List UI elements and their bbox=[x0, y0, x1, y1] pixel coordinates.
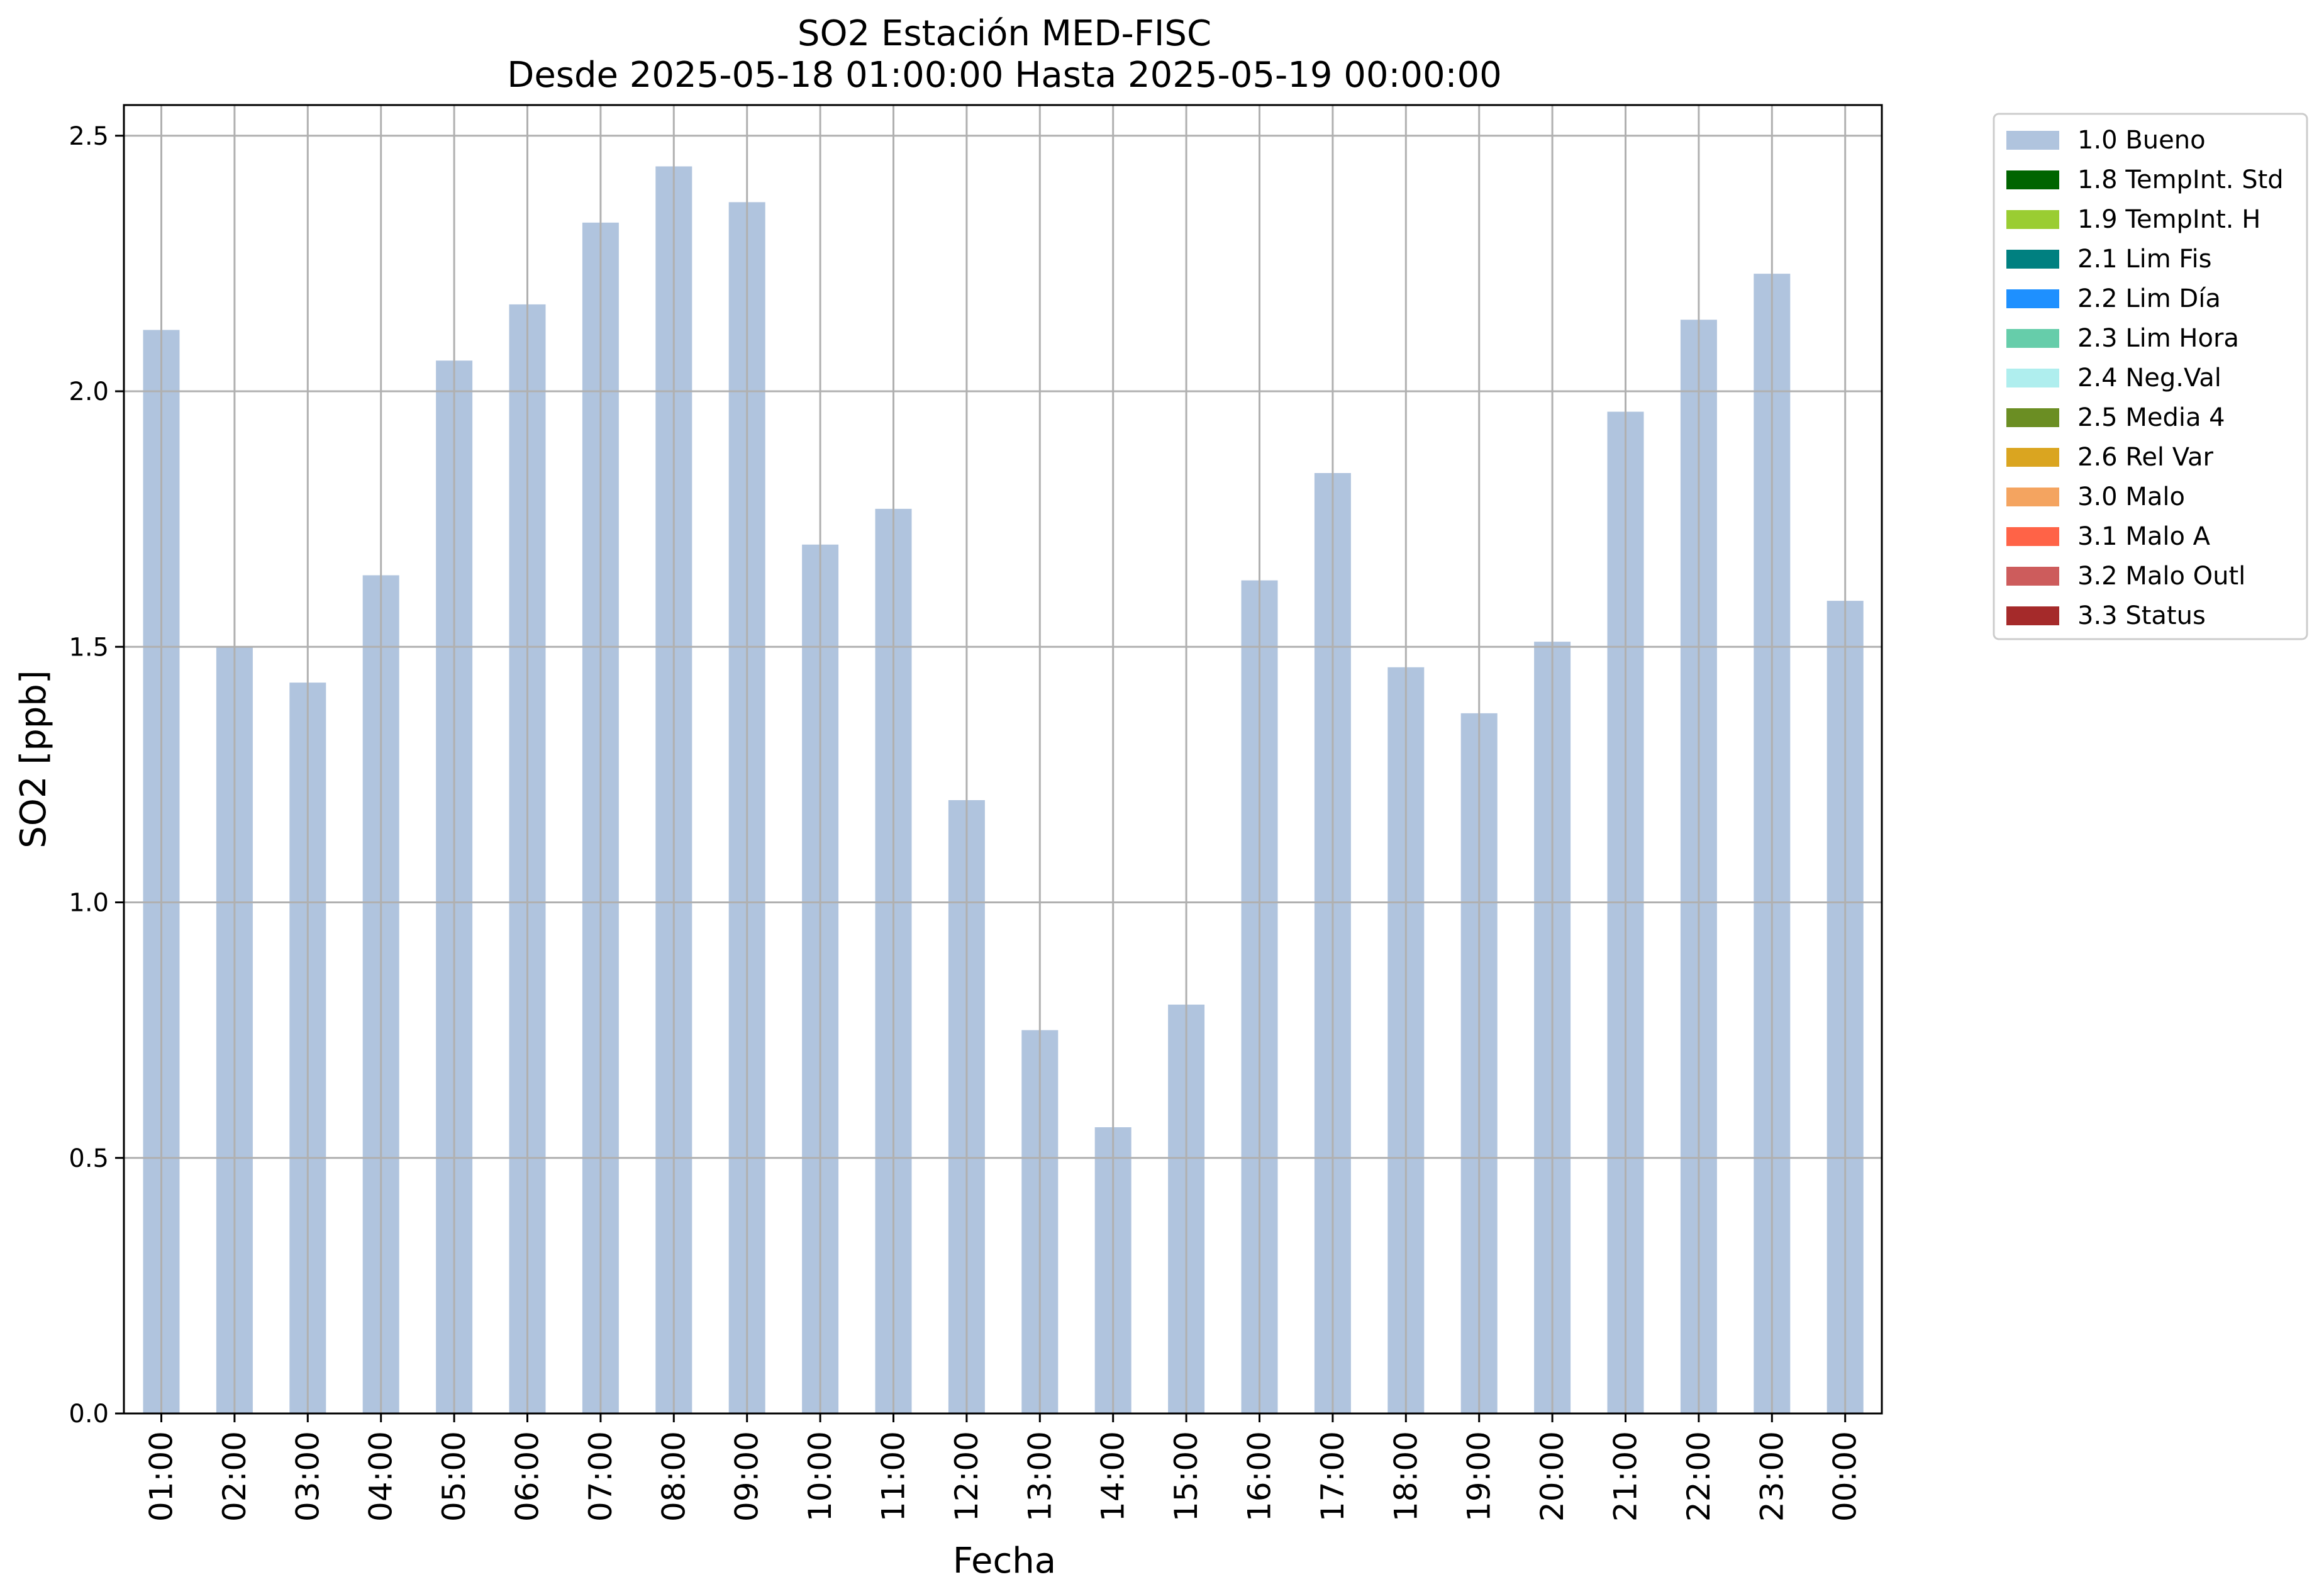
x-tick-label: 05:00 bbox=[436, 1431, 472, 1522]
x-tick-label: 11:00 bbox=[876, 1431, 912, 1522]
legend-label: 1.9 TempInt. H bbox=[2077, 205, 2260, 234]
x-tick-label: 18:00 bbox=[1387, 1431, 1424, 1522]
chart-title: SO2 Estación MED-FISC bbox=[798, 13, 1211, 54]
x-tick-label: 14:00 bbox=[1095, 1431, 1131, 1522]
x-tick-label: 02:00 bbox=[216, 1431, 253, 1522]
legend-label: 3.0 Malo bbox=[2077, 482, 2185, 511]
x-tick-label: 06:00 bbox=[509, 1431, 546, 1522]
legend-swatch bbox=[2006, 289, 2059, 308]
y-axis: 0.0 0.5 1.0 1.5 2.0 2.5 bbox=[69, 122, 124, 1429]
x-tick-label: 01:00 bbox=[143, 1431, 180, 1522]
y-tick-label: 1.5 bbox=[69, 633, 109, 662]
x-axis: 01:00 02:00 03:00 04:00 05:00 06:00 07:00 08:00… bbox=[143, 1413, 1864, 1522]
legend-swatch bbox=[2006, 170, 2059, 189]
legend-swatch bbox=[2006, 131, 2059, 150]
x-tick-label: 13:00 bbox=[1021, 1431, 1058, 1522]
y-tick-label: 0.0 bbox=[69, 1400, 109, 1429]
x-axis-label: Fecha bbox=[953, 1541, 1056, 1581]
chart-subtitle: Desde 2025-05-18 01:00:00 Hasta 2025-05-… bbox=[507, 55, 1502, 96]
legend-label: 2.1 Lim Fis bbox=[2077, 245, 2211, 274]
x-tick-label: 08:00 bbox=[655, 1431, 692, 1522]
x-tick-label: 10:00 bbox=[802, 1431, 838, 1522]
x-tick-label: 21:00 bbox=[1608, 1431, 1644, 1522]
plot-frame bbox=[123, 104, 1883, 1415]
x-tick-label: 15:00 bbox=[1168, 1431, 1204, 1522]
y-axis-label: SO2 [ppb] bbox=[13, 670, 54, 848]
x-tick-label: 04:00 bbox=[363, 1431, 399, 1522]
legend-frame bbox=[1993, 113, 2308, 640]
legend-swatch bbox=[2006, 606, 2059, 625]
legend-label: 2.4 Neg.Val bbox=[2077, 364, 2221, 393]
legend: 1.0 Bueno 1.8 TempInt. Std 1.9 TempInt. H 2… bbox=[1993, 113, 2308, 640]
x-tick-label: 22:00 bbox=[1681, 1431, 1717, 1522]
legend-label: 2.6 Rel Var bbox=[2077, 443, 2214, 472]
y-tick-label: 0.5 bbox=[69, 1144, 109, 1173]
legend-label: 2.3 Lim Hora bbox=[2077, 324, 2239, 353]
x-tick-label: 07:00 bbox=[582, 1431, 619, 1522]
legend-swatch bbox=[2006, 250, 2059, 269]
legend-swatch bbox=[2006, 488, 2059, 506]
x-tick-label: 00:00 bbox=[1827, 1431, 1864, 1522]
legend-label: 3.3 Status bbox=[2077, 601, 2206, 630]
x-tick-label: 16:00 bbox=[1242, 1431, 1278, 1522]
y-tick-label: 2.5 bbox=[69, 122, 109, 151]
x-tick-label: 20:00 bbox=[1534, 1431, 1571, 1522]
legend-label: 3.2 Malo Outl bbox=[2077, 562, 2245, 591]
bars-group bbox=[143, 166, 1864, 1413]
legend-label: 3.1 Malo A bbox=[2077, 522, 2211, 551]
x-tick-label: 09:00 bbox=[729, 1431, 765, 1522]
legend-swatch bbox=[2006, 408, 2059, 427]
legend-swatch bbox=[2006, 448, 2059, 467]
x-tick-label: 03:00 bbox=[289, 1431, 326, 1522]
legend-swatch bbox=[2006, 567, 2059, 586]
x-tick-label: 19:00 bbox=[1461, 1431, 1498, 1522]
x-tick-label: 23:00 bbox=[1754, 1431, 1790, 1522]
legend-swatch bbox=[2006, 329, 2059, 348]
y-tick-label: 1.0 bbox=[69, 889, 109, 918]
legend-swatch bbox=[2006, 527, 2059, 546]
legend-label: 2.5 Media 4 bbox=[2077, 403, 2225, 432]
legend-label: 2.2 Lim Día bbox=[2077, 284, 2221, 313]
legend-label: 1.8 TempInt. Std bbox=[2077, 165, 2284, 194]
x-tick-label: 17:00 bbox=[1315, 1431, 1351, 1522]
legend-swatch bbox=[2006, 210, 2059, 229]
legend-swatch bbox=[2006, 369, 2059, 387]
legend-label: 1.0 Bueno bbox=[2077, 126, 2206, 155]
x-tick-label: 12:00 bbox=[948, 1431, 985, 1522]
y-tick-label: 2.0 bbox=[69, 377, 109, 406]
